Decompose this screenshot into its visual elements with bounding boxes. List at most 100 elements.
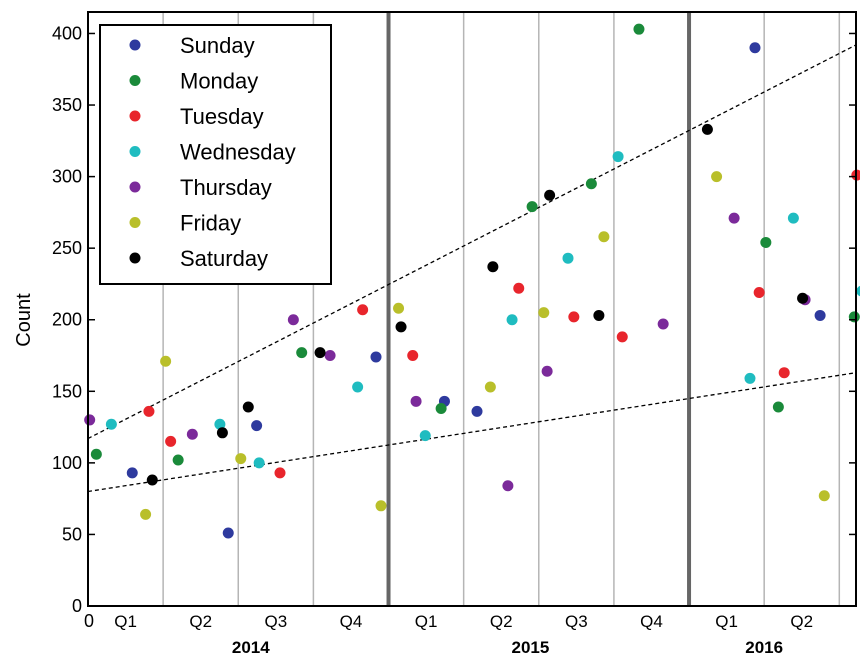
year-label: 2016 — [745, 638, 783, 657]
data-point-saturday — [314, 347, 326, 359]
data-point-sunday — [222, 527, 234, 539]
data-point-thursday — [728, 212, 740, 224]
data-point-sunday — [749, 42, 761, 54]
y-axis-title: Count — [13, 293, 35, 347]
quarter-label: Q4 — [340, 612, 363, 631]
data-point-thursday — [324, 350, 336, 362]
legend: Sunday Monday Tuesday Wednesday Thursday Frid… — [99, 24, 332, 285]
data-point-tuesday — [274, 467, 286, 479]
data-point-monday — [760, 236, 772, 248]
data-point-wednesday — [562, 252, 574, 264]
data-point-saturday — [242, 401, 254, 413]
trend-lines — [87, 44, 857, 493]
data-point-saturday — [593, 309, 605, 321]
y-tick-label: 150 — [52, 381, 82, 401]
data-point-monday — [633, 23, 645, 35]
data-point-friday — [375, 500, 387, 512]
quarter-label: Q2 — [790, 612, 813, 631]
data-point-friday — [538, 307, 550, 319]
legend-label-monday: Monday — [180, 69, 258, 94]
data-point-friday — [484, 381, 496, 393]
year-label: 2014 — [232, 638, 270, 657]
data-point-monday — [296, 347, 308, 359]
quarter-label: Q4 — [640, 612, 663, 631]
data-point-saturday — [146, 474, 158, 486]
data-point-thursday — [186, 428, 198, 440]
data-point-friday — [598, 231, 610, 243]
data-point-sunday — [126, 467, 138, 479]
data-point-thursday — [84, 414, 96, 426]
quarter-label: Q2 — [189, 612, 212, 631]
legend-label-sunday: Sunday — [180, 33, 255, 58]
data-points — [84, 23, 860, 539]
data-point-tuesday — [165, 435, 177, 447]
trend-line-upper — [87, 44, 857, 440]
data-point-tuesday — [513, 282, 525, 294]
data-point-tuesday — [568, 311, 580, 323]
quarter-label: Q2 — [490, 612, 513, 631]
quarter-label: Q3 — [565, 612, 588, 631]
legend-label-tuesday: Tuesday — [180, 104, 264, 129]
y-tick-label: 200 — [52, 310, 82, 330]
y-tick-label: 0 — [72, 596, 82, 616]
quarter-label: Q1 — [415, 612, 438, 631]
legend-marker-friday — [129, 217, 141, 228]
data-point-thursday — [541, 365, 553, 377]
data-point-wednesday — [787, 212, 799, 224]
quarter-label: Q1 — [114, 612, 137, 631]
plot-frame — [87, 11, 857, 607]
data-point-monday — [172, 454, 184, 466]
trend-line-lower — [87, 372, 857, 493]
data-point-monday — [90, 448, 102, 460]
y-tick-label: 100 — [52, 453, 82, 473]
data-point-saturday — [544, 189, 556, 201]
x-origin-label: 0 — [84, 611, 94, 631]
legend-label-wednesday: Wednesday — [180, 140, 296, 165]
data-point-monday — [585, 178, 597, 190]
quarter-label: Q1 — [715, 612, 738, 631]
legend-label-friday: Friday — [180, 211, 241, 236]
data-point-friday — [393, 302, 405, 314]
data-point-saturday — [797, 292, 809, 304]
data-point-tuesday — [753, 287, 765, 299]
data-point-monday — [848, 311, 860, 323]
y-axis-ticks: 0 50 100 150 200 250 300 350 400 — [52, 23, 856, 616]
data-point-monday — [526, 201, 538, 213]
data-point-sunday — [370, 351, 382, 363]
data-point-friday — [235, 453, 247, 465]
y-tick-label: 250 — [52, 238, 82, 258]
data-point-monday — [772, 401, 784, 413]
data-point-tuesday — [407, 350, 419, 362]
x-axis-labels: 0 Q1 Q2 Q3 Q4 Q1 Q2 Q3 Q4 Q1 Q2 2014 2015 2016 — [84, 611, 813, 657]
data-point-friday — [160, 355, 172, 367]
legend-marker-saturday — [129, 252, 141, 264]
legend-marker-thursday — [129, 181, 141, 193]
data-point-wednesday — [105, 418, 117, 430]
data-point-sunday — [814, 309, 826, 321]
data-point-saturday — [487, 261, 499, 273]
data-point-saturday — [395, 321, 407, 333]
year-label: 2015 — [512, 638, 550, 657]
data-point-tuesday — [357, 304, 369, 316]
data-point-friday — [140, 508, 152, 520]
data-point-wednesday — [253, 457, 265, 469]
data-point-sunday — [251, 420, 263, 432]
y-tick-label: 350 — [52, 95, 82, 115]
data-point-wednesday — [856, 285, 860, 297]
legend-marker-tuesday — [129, 110, 141, 122]
data-point-thursday — [287, 314, 299, 326]
data-point-tuesday — [143, 405, 155, 417]
data-point-tuesday — [778, 367, 790, 379]
data-point-wednesday — [214, 418, 226, 430]
legend-marker-sunday — [129, 39, 141, 51]
legend-label-thursday: Thursday — [180, 175, 272, 200]
data-point-wednesday — [419, 430, 431, 442]
data-point-friday — [818, 490, 830, 502]
y-tick-label: 300 — [52, 167, 82, 187]
data-point-saturday — [701, 123, 713, 135]
data-point-wednesday — [352, 381, 364, 393]
data-point-wednesday — [744, 372, 756, 384]
data-point-thursday — [657, 318, 669, 330]
y-tick-label: 400 — [52, 23, 82, 43]
